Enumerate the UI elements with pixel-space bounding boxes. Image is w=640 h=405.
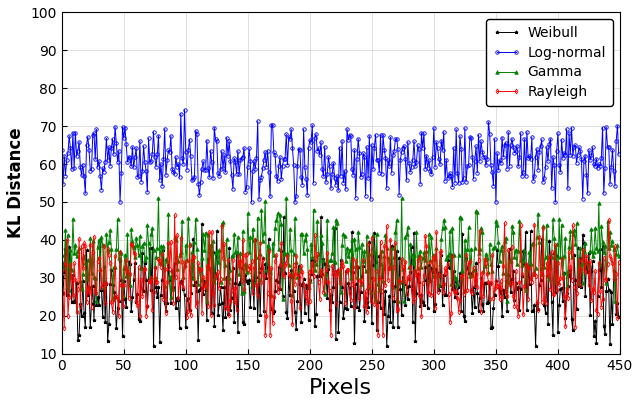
Log-normal bbox=[58, 148, 65, 153]
Gamma bbox=[93, 298, 100, 303]
Weibull bbox=[120, 278, 127, 283]
Rayleigh bbox=[615, 259, 623, 264]
Log-normal bbox=[615, 151, 623, 156]
Weibull bbox=[152, 284, 160, 289]
Rayleigh bbox=[594, 311, 602, 316]
Line: Weibull: Weibull bbox=[60, 215, 620, 348]
Weibull bbox=[150, 343, 157, 348]
Line: Rayleigh: Rayleigh bbox=[60, 213, 620, 337]
Rayleigh bbox=[58, 268, 65, 273]
Rayleigh bbox=[120, 282, 127, 287]
Rayleigh bbox=[261, 332, 269, 337]
Rayleigh bbox=[151, 266, 159, 271]
Weibull bbox=[58, 274, 65, 279]
Legend: Weibull, Log-normal, Gamma, Rayleigh: Weibull, Log-normal, Gamma, Rayleigh bbox=[486, 19, 613, 106]
Rayleigh bbox=[463, 288, 471, 292]
Y-axis label: KL Distance: KL Distance bbox=[7, 128, 25, 239]
Log-normal bbox=[152, 164, 160, 169]
Weibull bbox=[609, 322, 616, 326]
Log-normal bbox=[463, 164, 471, 168]
Gamma bbox=[152, 255, 160, 260]
Log-normal bbox=[116, 200, 124, 205]
Gamma bbox=[594, 249, 602, 254]
Log-normal bbox=[180, 107, 188, 112]
Gamma bbox=[609, 239, 616, 243]
Weibull bbox=[463, 266, 471, 271]
Line: Log-normal: Log-normal bbox=[60, 108, 620, 204]
Log-normal bbox=[609, 147, 616, 152]
Weibull bbox=[594, 294, 602, 299]
Gamma bbox=[615, 253, 623, 258]
Weibull bbox=[374, 300, 382, 305]
Log-normal bbox=[594, 166, 602, 171]
Rayleigh bbox=[374, 332, 382, 337]
Rayleigh bbox=[171, 213, 179, 217]
Weibull bbox=[280, 215, 287, 220]
X-axis label: Pixels: Pixels bbox=[309, 378, 372, 398]
Line: Gamma: Gamma bbox=[60, 196, 620, 302]
Gamma bbox=[58, 253, 65, 258]
Gamma bbox=[374, 281, 382, 286]
Gamma bbox=[155, 196, 163, 200]
Rayleigh bbox=[609, 260, 616, 265]
Gamma bbox=[463, 246, 471, 251]
Log-normal bbox=[121, 125, 129, 130]
Log-normal bbox=[374, 158, 382, 162]
Weibull bbox=[615, 315, 623, 320]
Gamma bbox=[121, 252, 129, 257]
